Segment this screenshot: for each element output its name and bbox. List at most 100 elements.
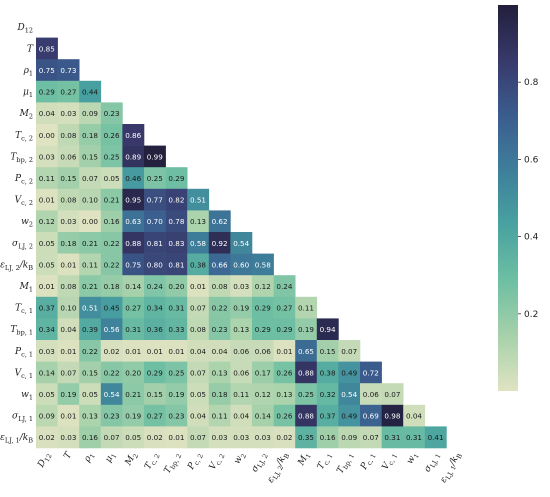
cell-value-label: 0.99 [147, 152, 163, 161]
heatmap-cell [79, 296, 102, 319]
cell-value-label: 0.12 [39, 217, 55, 226]
label-suffix-subscript: B [28, 437, 33, 445]
label-base: M [19, 282, 30, 292]
heatmap-cell [57, 145, 80, 168]
heatmap-cell [252, 361, 274, 384]
cell-value-label: 0.07 [384, 390, 400, 399]
cell-value-label: 0.94 [320, 325, 336, 334]
label-base: V [15, 368, 23, 378]
y-tick-label: M1 [19, 282, 33, 294]
heatmap-cell [144, 232, 166, 254]
label-suffix-subscript: B [282, 452, 291, 460]
heatmap-cell [36, 383, 58, 406]
heatmap-cell [295, 383, 318, 406]
heatmap-cell [79, 340, 102, 362]
heatmap-cell [36, 232, 58, 254]
label-subscript: bp, 1 [16, 329, 33, 337]
heatmap-cell [338, 404, 361, 427]
label-subscript: c, 2 [214, 452, 227, 466]
heatmap-cell [144, 361, 166, 384]
label-subscript: 1 [88, 452, 97, 459]
heatmap-cell [252, 296, 274, 319]
heatmap-cell [165, 188, 188, 211]
heatmap-cell [273, 296, 296, 319]
heatmap-cell [208, 275, 231, 298]
cell-value-label: 0.12 [255, 390, 271, 399]
cell-value-label: 0.07 [82, 174, 98, 183]
heatmap-cell [230, 232, 253, 254]
heatmap-cell [295, 426, 318, 449]
cell-value-label: 0.88 [298, 368, 314, 377]
label-base: w [21, 390, 29, 400]
label-suffix: /k [447, 455, 460, 468]
y-tick-label: Tc, 1 [15, 304, 33, 316]
cell-value-label: 0.88 [125, 239, 141, 248]
label-base: T [15, 304, 22, 314]
heatmap-cell [208, 296, 231, 319]
heatmap-cell [230, 404, 253, 427]
heatmap-cell [230, 340, 253, 362]
cell-value-label: 0.03 [60, 217, 76, 226]
cell-value-label: 0.54 [341, 390, 357, 399]
cell-value-label: 0.07 [190, 304, 206, 313]
cell-value-label: 0.56 [104, 325, 120, 334]
colorbar-tick-label: 0.4 [524, 233, 539, 243]
cell-value-label: 0.24 [276, 282, 292, 291]
label-subscript: bp, 2 [169, 452, 184, 470]
heatmap-cell [144, 145, 166, 168]
x-tick-label: Vc, 2 [208, 451, 227, 473]
cell-value-label: 0.92 [212, 239, 228, 248]
label-base: ε [0, 433, 5, 443]
heatmap-cell [252, 318, 274, 341]
heatmap-cell [252, 340, 274, 362]
x-tick-label: Pc, 2 [186, 451, 205, 473]
heatmap-cell [100, 232, 123, 254]
heatmap-cell [79, 210, 102, 233]
cell-value-label: 0.15 [147, 390, 163, 399]
heatmap-cell [122, 167, 145, 190]
cell-value-label: 0.02 [147, 433, 163, 442]
heatmap-cell [100, 426, 123, 449]
cell-value-label: 0.10 [82, 196, 98, 205]
y-tick-label: σLJ, 2 [12, 239, 33, 251]
x-tick-label: M1 [296, 451, 313, 469]
cell-value-label: 0.06 [60, 152, 76, 161]
cell-value-label: 0.29 [39, 88, 55, 97]
heatmap-cell [57, 102, 80, 125]
y-tick-label: σLJ, 1 [12, 412, 33, 424]
cell-value-label: 0.39 [82, 325, 98, 334]
cell-value-label: 0.69 [363, 412, 379, 421]
cell-value-label: 0.04 [233, 412, 249, 421]
heatmap-cell [381, 383, 404, 406]
cell-value-label: 0.58 [190, 239, 206, 248]
cell-value-label: 0.19 [125, 412, 141, 421]
cell-value-label: 0.03 [233, 433, 249, 442]
x-tick-label: μ1 [104, 451, 119, 465]
y-tick-label: D12 [17, 23, 34, 35]
label-subscript: 2 [29, 221, 33, 229]
cell-value-label: 0.10 [60, 304, 76, 313]
heatmap-cell [316, 383, 339, 406]
cell-value-label: 0.45 [104, 304, 120, 313]
heatmap-cell [187, 188, 210, 211]
heatmap-cell [79, 145, 102, 168]
cell-value-label: 0.31 [384, 433, 400, 442]
cell-value-label: 0.04 [406, 412, 422, 421]
heatmap-cell [57, 426, 80, 449]
heatmap-cell [144, 253, 166, 276]
cell-value-label: 0.37 [39, 304, 55, 313]
heatmap-cell [316, 361, 339, 384]
cell-value-label: 0.22 [104, 368, 120, 377]
cell-value-label: 0.21 [125, 390, 141, 399]
heatmap-cell [273, 275, 296, 298]
label-subscript: 2 [131, 452, 140, 459]
label-base: σ [250, 463, 262, 474]
heatmap-cell [187, 383, 210, 406]
y-tick-label: εLJ, 1/kB [0, 433, 33, 445]
heatmap-cell [187, 426, 210, 449]
heatmap-cell [295, 404, 318, 427]
cell-value-label: 0.01 [147, 347, 163, 356]
cell-value-label: 0.11 [233, 390, 249, 399]
heatmap-cell [57, 383, 80, 406]
